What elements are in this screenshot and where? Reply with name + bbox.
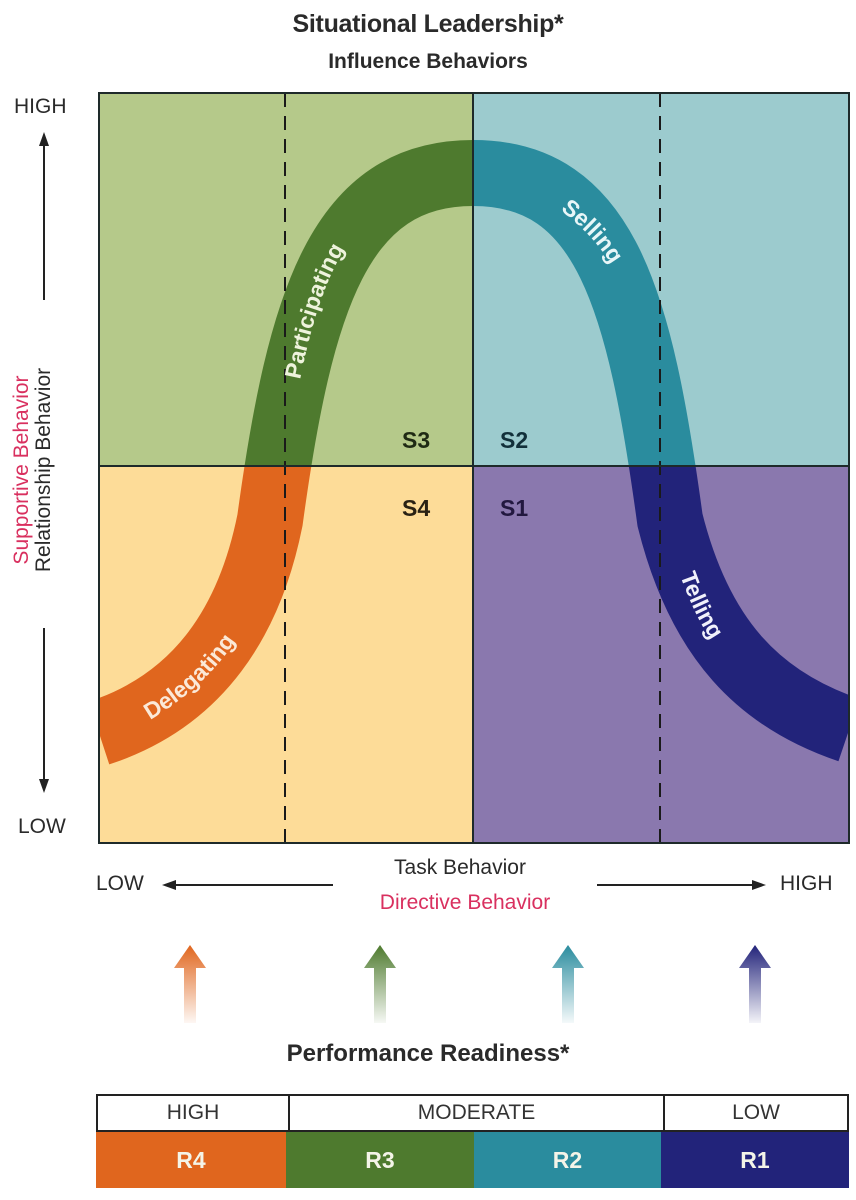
diagram-title: Situational Leadership* xyxy=(292,10,564,38)
arrow-up-icon-r1 xyxy=(739,945,771,1023)
arrow-down-icon xyxy=(39,628,49,793)
y-axis-arrows xyxy=(39,132,49,793)
x-axis-high-label: HIGH xyxy=(780,872,833,895)
arrow-up-icon xyxy=(39,132,49,300)
x-axis-low-label: LOW xyxy=(96,872,144,895)
readiness-scale: HIGH MODERATE LOW R4 R3 R2 R1 xyxy=(96,1094,849,1194)
quadrant-code-s3: S3 xyxy=(402,427,430,453)
readiness-level-high: HIGH xyxy=(166,1101,220,1124)
readiness-level-low: LOW xyxy=(663,1096,847,1130)
arrow-left-icon xyxy=(162,880,333,890)
readiness-code-r3: R3 xyxy=(286,1132,474,1188)
quadrant-code-s4: S4 xyxy=(402,495,430,521)
x-axis-arrows xyxy=(162,880,766,890)
arrow-up-icon-r4 xyxy=(174,945,206,1023)
y-axis-high-label: HIGH xyxy=(14,95,67,118)
readiness-codes-row: R4 R3 R2 R1 xyxy=(96,1132,849,1188)
arrow-up-icon-r3 xyxy=(364,945,396,1023)
readiness-arrows xyxy=(174,945,771,1023)
readiness-code-r4: R4 xyxy=(96,1132,286,1188)
x-axis-primary-label: Task Behavior xyxy=(394,856,526,879)
arrow-up-icon-r2 xyxy=(552,945,584,1023)
readiness-levels-row: HIGH MODERATE LOW xyxy=(96,1094,849,1132)
readiness-code-r2: R2 xyxy=(474,1132,661,1188)
diagram-subtitle: Influence Behaviors xyxy=(328,50,528,73)
readiness-title: Performance Readiness* xyxy=(286,1040,570,1067)
arrow-right-icon xyxy=(597,880,766,890)
quadrant-code-s2: S2 xyxy=(500,427,528,453)
quadrant-code-s1: S1 xyxy=(500,495,528,521)
y-axis-low-label: LOW xyxy=(18,815,66,838)
x-axis-secondary-label: Directive Behavior xyxy=(379,891,551,914)
situational-leadership-diagram: Participating Selling Delegating Telling… xyxy=(98,92,850,844)
readiness-code-r1: R1 xyxy=(661,1132,849,1188)
readiness-level-moderate: MODERATE xyxy=(288,1096,663,1130)
